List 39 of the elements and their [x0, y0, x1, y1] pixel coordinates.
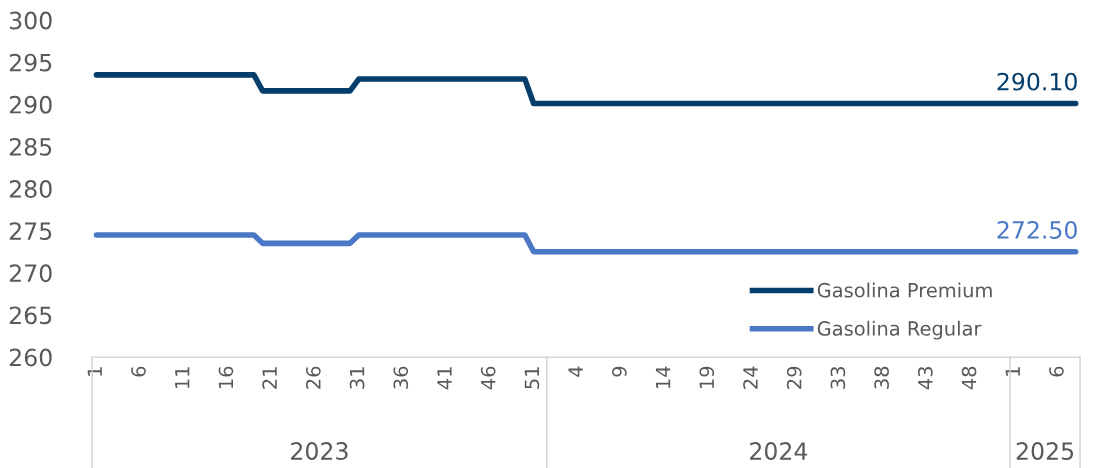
y-tick-label: 295	[9, 53, 52, 72]
x-tick-label: 36	[393, 366, 409, 389]
x-tick-label: 31	[349, 367, 365, 389]
y-tick-label: 300	[9, 11, 52, 30]
x-tick-label: 9	[611, 366, 627, 377]
x-tick-label: 33	[830, 366, 846, 389]
data-label: 290.10	[997, 72, 1077, 91]
x-tick-label: 4	[568, 366, 583, 377]
x-tick-label: 41	[437, 367, 452, 390]
x-tick-label: 38	[874, 366, 889, 389]
x-tick-label: 1	[87, 367, 102, 376]
legend-label: Gasolina Premium	[817, 282, 992, 298]
x-tick-label: 43	[917, 366, 933, 390]
y-tick-label: 280	[9, 180, 52, 198]
text: 2024	[750, 442, 808, 460]
x-tick-label: 6	[1049, 366, 1064, 377]
y-tick-label: 270	[9, 264, 52, 283]
x-tick-label: 46	[480, 366, 496, 390]
x-tick-label: 21	[262, 367, 277, 389]
x-tick-label: 1	[1005, 367, 1020, 376]
y-tick-label: 290	[9, 95, 52, 114]
text: 2023	[291, 442, 348, 460]
x-tick-label: 29	[786, 366, 802, 389]
data-label: 272.50	[997, 221, 1077, 239]
x-tick-label: 6	[131, 366, 146, 377]
y-tick-label: 265	[9, 306, 52, 325]
y-tick-label: 275	[9, 222, 52, 241]
legend-label: Gasolina Regular	[817, 320, 982, 340]
x-tick-label: 16	[218, 366, 234, 389]
x-tick-label: 14	[655, 366, 671, 389]
x-tick-label: 19	[699, 366, 715, 389]
x-tick-label: 24	[743, 366, 758, 389]
x-tick-label: 11	[175, 367, 190, 389]
x-tick-label: 51	[524, 367, 540, 389]
y-tick-label: 285	[9, 137, 52, 156]
x-tick-label: 26	[306, 366, 321, 389]
y-tick-label: 260	[9, 348, 52, 367]
text: 2025	[1016, 442, 1074, 460]
x-tick-label: 48	[961, 366, 977, 390]
